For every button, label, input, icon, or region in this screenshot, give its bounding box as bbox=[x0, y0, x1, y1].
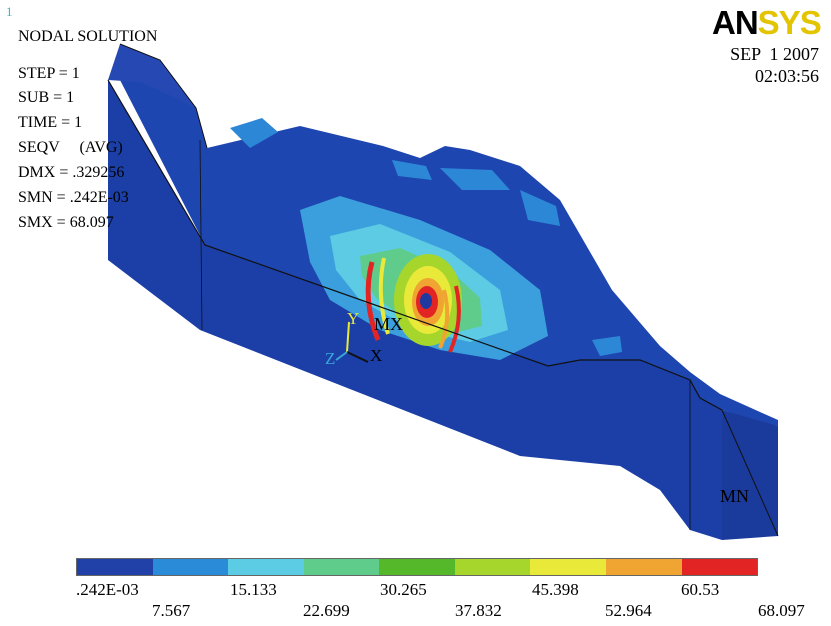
stress-arc-right bbox=[448, 285, 461, 353]
result-title: NODAL SOLUTION bbox=[18, 28, 158, 45]
hole bbox=[420, 293, 432, 309]
dmx-label: DMX = .329256 bbox=[18, 164, 125, 181]
legend-band bbox=[454, 559, 531, 575]
legend-label: 60.53 bbox=[681, 580, 720, 599]
smn-label: SMN = .242E-03 bbox=[18, 189, 129, 206]
stress-arc-left bbox=[365, 261, 381, 341]
legend-band bbox=[681, 559, 758, 575]
ansys-logo: ANSYS bbox=[712, 4, 822, 42]
seqv-label: SEQV (AVG) bbox=[18, 139, 123, 156]
mn-marker: MN bbox=[720, 486, 750, 506]
legend-band bbox=[379, 559, 455, 575]
top-patch bbox=[392, 160, 432, 180]
legend-label: 52.964 bbox=[605, 601, 652, 620]
top-patch bbox=[230, 118, 278, 148]
model-front-face bbox=[108, 80, 722, 540]
step-label: STEP = 1 bbox=[18, 65, 80, 82]
time-label: TIME = 1 bbox=[18, 114, 83, 131]
legend-label: 7.567 bbox=[152, 601, 191, 620]
logo-part-2: SYS bbox=[757, 4, 822, 41]
legend-label: 37.832 bbox=[455, 601, 502, 620]
logo-part-1: AN bbox=[712, 4, 759, 41]
sub-label: SUB = 1 bbox=[18, 89, 75, 106]
legend-label: .242E-03 bbox=[76, 580, 139, 599]
mx-marker: MX bbox=[374, 314, 404, 334]
smx-label: SMX = 68.097 bbox=[18, 214, 114, 231]
triad-x-axis bbox=[346, 351, 369, 363]
triad-x-label: X bbox=[370, 346, 383, 365]
date-label: SEP 1 2007 bbox=[730, 44, 819, 64]
triad-z-label: Z bbox=[325, 349, 336, 368]
window-number: 1 bbox=[6, 4, 13, 19]
stress-arc-left2 bbox=[378, 257, 390, 335]
contour-legend-bar bbox=[76, 558, 758, 576]
legend-label: 15.133 bbox=[230, 580, 277, 599]
legend-band bbox=[77, 559, 153, 575]
legend-label: 68.097 bbox=[758, 601, 805, 620]
legend-label: 45.398 bbox=[532, 580, 579, 599]
triad-y-axis bbox=[346, 321, 350, 353]
top-patch bbox=[440, 168, 510, 190]
legend-band bbox=[152, 559, 229, 575]
legend-label: 22.699 bbox=[303, 601, 350, 620]
legend-band bbox=[530, 559, 606, 575]
stress-arc-right2 bbox=[438, 289, 450, 349]
legend-band bbox=[605, 559, 682, 575]
time-stamp: 02:03:56 bbox=[754, 66, 819, 86]
top-patch bbox=[592, 336, 622, 356]
legend-band bbox=[228, 559, 304, 575]
legend-band bbox=[303, 559, 380, 575]
triad-z-axis bbox=[335, 351, 348, 361]
triad-y-label: Y bbox=[347, 309, 360, 328]
legend-label: 30.265 bbox=[380, 580, 427, 599]
model-left-cap bbox=[108, 44, 196, 108]
top-patch bbox=[520, 190, 560, 226]
